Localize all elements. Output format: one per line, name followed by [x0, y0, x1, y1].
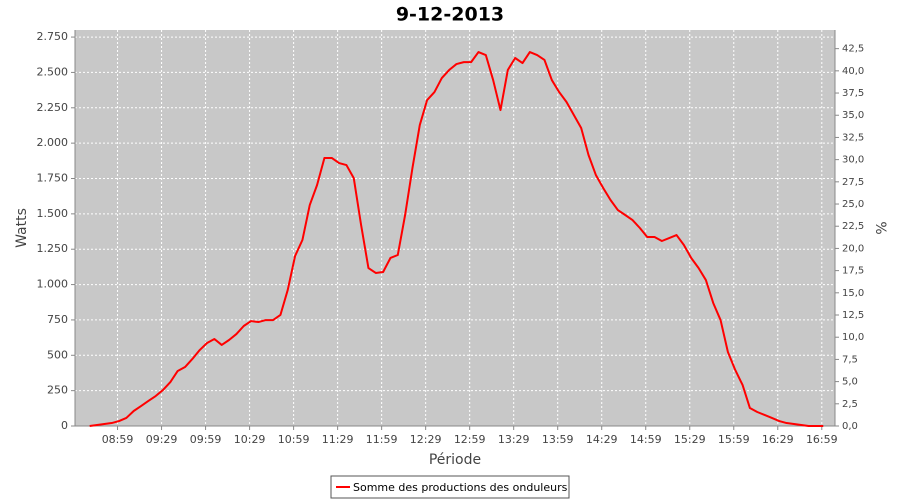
y-tick-label: 2.250	[37, 101, 69, 114]
y-tick-label: 2.000	[37, 136, 69, 149]
y-tick-label: 1.000	[37, 278, 69, 291]
x-tick-label: 09:59	[190, 433, 222, 446]
x-tick-label: 10:29	[234, 433, 266, 446]
plot-area	[75, 30, 835, 426]
y2-tick-label: 32,5	[842, 132, 864, 143]
y-tick-label: 250	[47, 384, 68, 397]
x-tick-label: 12:29	[410, 433, 442, 446]
y2-tick-label: 35,0	[842, 110, 864, 121]
y2-tick-label: 5,0	[842, 377, 858, 388]
x-tick-label: 10:59	[278, 433, 310, 446]
y2-tick-label: 27,5	[842, 177, 864, 188]
y-tick-label: 0	[61, 419, 68, 432]
y-axis-label: Watts	[14, 208, 30, 248]
y2-tick-label: 42,5	[842, 44, 864, 55]
y2-tick-label: 17,5	[842, 266, 864, 277]
x-tick-label: 11:59	[366, 433, 398, 446]
series-line	[89, 51, 824, 427]
y2-tick-label: 22,5	[842, 221, 864, 232]
y2-tick-label: 37,5	[842, 88, 864, 99]
y-tick-label: 1.750	[37, 172, 69, 185]
x-tick-label: 15:59	[718, 433, 750, 446]
x-tick-label: 15:29	[674, 433, 706, 446]
y-tick-label: 1.250	[37, 242, 69, 255]
legend-label: Somme des productions des onduleurs	[353, 481, 568, 494]
x-tick-label: 13:59	[542, 433, 574, 446]
x-tick-label: 09:29	[146, 433, 178, 446]
y2-axis-label: %	[872, 221, 888, 234]
y2-tick-label: 20,0	[842, 243, 864, 254]
y2-tick-label: 7,5	[842, 354, 858, 365]
y-tick-label: 750	[47, 313, 68, 326]
x-tick-label: 14:59	[630, 433, 662, 446]
x-tick-label: 11:29	[322, 433, 354, 446]
x-axis-label: Période	[429, 452, 481, 468]
x-tick-label: 08:59	[102, 433, 134, 446]
y-tick-label: 1.500	[37, 207, 69, 220]
x-tick-label: 12:59	[454, 433, 486, 446]
y2-tick-label: 30,0	[842, 155, 864, 166]
y-tick-label: 2.750	[37, 30, 69, 43]
x-tick-label: 16:59	[806, 433, 838, 446]
chart-title: 9-12-2013	[396, 4, 504, 26]
x-tick-label: 16:29	[762, 433, 794, 446]
y2-tick-label: 15,0	[842, 288, 864, 299]
y-tick-label: 2.500	[37, 65, 69, 78]
y2-tick-label: 40,0	[842, 66, 864, 77]
y2-tick-label: 10,0	[842, 332, 864, 343]
y2-tick-label: 0,0	[842, 421, 858, 432]
y2-tick-label: 12,5	[842, 310, 864, 321]
y2-tick-label: 2,5	[842, 399, 858, 410]
y-tick-label: 500	[47, 348, 68, 361]
x-tick-label: 13:29	[498, 433, 530, 446]
y2-tick-label: 25,0	[842, 199, 864, 210]
x-tick-label: 14:29	[586, 433, 618, 446]
legend	[330, 475, 570, 499]
